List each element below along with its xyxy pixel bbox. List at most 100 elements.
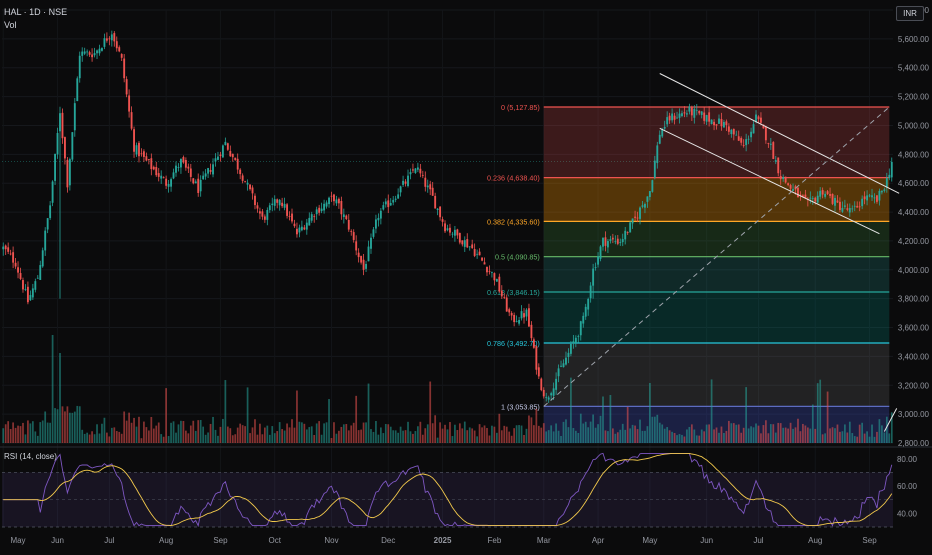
candle-body	[182, 157, 185, 163]
volume-bar	[24, 434, 27, 443]
candle-body	[189, 168, 192, 177]
candle-body	[466, 239, 469, 248]
candle-body	[7, 247, 10, 252]
volume-bar	[888, 433, 891, 443]
candle-body	[236, 158, 239, 170]
candle-body	[283, 203, 286, 208]
currency-button[interactable]: INR	[896, 6, 924, 21]
price-tick-label: 4,000.00	[898, 266, 930, 275]
volume-bar	[774, 432, 777, 443]
volume-bar	[876, 431, 878, 443]
candle-body	[619, 242, 622, 244]
candle-body	[683, 112, 686, 114]
candle-body	[357, 252, 360, 258]
candle-body	[481, 257, 483, 261]
volume-bar	[639, 419, 641, 443]
candle-body	[804, 194, 807, 199]
candle-body	[688, 106, 691, 112]
volume-bar	[61, 406, 64, 443]
candle-body	[441, 219, 444, 222]
candle-body	[557, 368, 560, 377]
trendline-fib-diagonal	[543, 106, 890, 407]
volume-bar	[389, 426, 392, 443]
candle-body	[54, 153, 57, 181]
volume-bar	[661, 424, 664, 443]
volume-bar	[473, 430, 476, 443]
volume-bar	[557, 430, 560, 443]
candle-body	[797, 187, 799, 198]
volume-bar	[414, 431, 417, 443]
candle-body	[330, 195, 333, 197]
candle-body	[646, 196, 649, 202]
volume-bar	[695, 435, 698, 443]
candle-body	[582, 315, 585, 324]
candle-body	[535, 346, 538, 370]
candle-body	[281, 202, 284, 207]
candle-body	[755, 114, 757, 122]
candle-body	[278, 199, 281, 206]
volume-bar	[143, 421, 145, 443]
volume-bar	[513, 428, 516, 443]
volume-bar	[31, 421, 34, 443]
candle-body	[392, 199, 395, 203]
volume-bar	[194, 430, 197, 443]
volume-bar	[851, 433, 854, 443]
candle-body	[545, 397, 548, 398]
volume-bar	[340, 426, 343, 443]
volume-bar	[236, 427, 239, 443]
volume-bar	[22, 422, 24, 443]
volume-bar	[426, 424, 429, 443]
volume-bar	[325, 422, 328, 443]
candle-body	[690, 106, 693, 116]
volume-bar	[641, 430, 644, 443]
volume-bar	[192, 420, 195, 443]
candle-body	[508, 309, 511, 313]
candle-body	[360, 255, 363, 263]
time-tick-label: Nov	[324, 536, 338, 545]
price-tick-label: 3,800.00	[898, 295, 930, 304]
volume-bar	[740, 432, 743, 443]
volume-bar	[562, 421, 565, 443]
candle-body	[789, 185, 792, 189]
volume-bar	[155, 425, 158, 443]
volume-bar	[409, 431, 412, 443]
candle-body	[523, 313, 525, 318]
candle-body	[382, 205, 385, 210]
candle-body	[592, 268, 595, 286]
volume-bar	[834, 428, 836, 443]
candle-body	[577, 335, 580, 337]
candle-body	[365, 263, 367, 269]
volume-bar	[634, 425, 636, 443]
candle-body	[779, 175, 782, 180]
volume-bar	[204, 434, 207, 443]
fib-zone	[543, 292, 890, 344]
volume-bar	[784, 427, 787, 443]
fib-level-label: 0.382 (4,335.60)	[487, 217, 540, 226]
volume-bar	[266, 425, 269, 443]
symbol-title[interactable]: HAL · 1D · NSE	[4, 7, 68, 17]
volume-bar	[466, 430, 469, 443]
time-tick-label: Aug	[159, 536, 173, 545]
candle-body	[51, 181, 54, 203]
time-tick-label: Dec	[381, 536, 395, 545]
volume-bar	[797, 418, 799, 443]
volume-bar	[451, 436, 454, 443]
candle-body	[204, 173, 207, 177]
volume-bar	[365, 422, 367, 443]
candle-body	[762, 124, 765, 129]
candle-body	[241, 175, 244, 181]
candle-body	[212, 164, 214, 175]
candle-body	[333, 194, 335, 202]
volume-bar	[816, 383, 819, 443]
volume-bar	[631, 424, 634, 443]
volume-bar	[350, 425, 353, 443]
volume-bar	[226, 426, 229, 443]
candle-body	[157, 173, 160, 177]
candle-body	[130, 112, 133, 129]
candle-body	[244, 181, 247, 183]
time-tick-label: 2025	[434, 536, 452, 545]
candle-body	[666, 117, 669, 125]
rsi-tick-label: 60.00	[897, 482, 918, 491]
candle-body	[656, 145, 659, 164]
volume-bar	[858, 424, 861, 443]
